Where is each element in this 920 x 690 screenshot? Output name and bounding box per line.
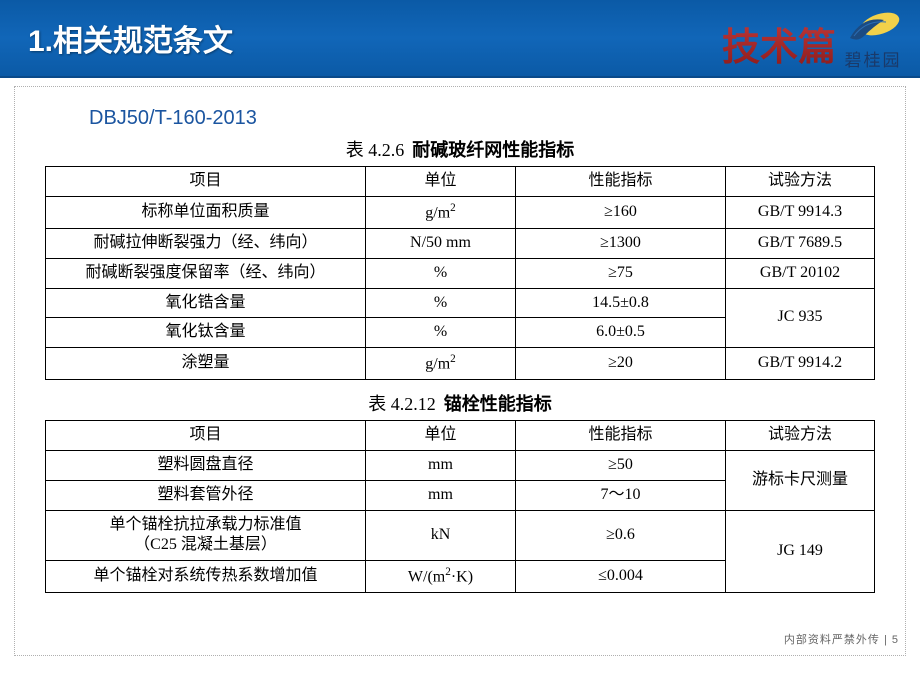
- table-row: 标称单位面积质量 g/m2 ≥160 GB/T 9914.3: [46, 196, 875, 228]
- cell-method: GB/T 9914.3: [726, 196, 875, 228]
- cell-item: 涂塑量: [46, 348, 366, 380]
- col-method: 试验方法: [726, 421, 875, 451]
- col-item: 项目: [46, 167, 366, 197]
- table-row: 耐碱拉伸断裂强力（经、纬向） N/50 mm ≥1300 GB/T 7689.5: [46, 228, 875, 258]
- table-row: 氧化锆含量 % 14.5±0.8 JC 935: [46, 288, 875, 318]
- cell-method-merged: JC 935: [726, 288, 875, 348]
- cell-method: GB/T 7689.5: [726, 228, 875, 258]
- cell-item: 单个锚栓对系统传热系数增加值: [46, 561, 366, 593]
- cell-unit: W/(m2·K): [366, 561, 516, 593]
- table2-title: 表 4.2.12 锚栓性能指标: [45, 390, 875, 416]
- table-row: 涂塑量 g/m2 ≥20 GB/T 9914.2: [46, 348, 875, 380]
- document-reference: DBJ50/T-160-2013: [89, 107, 875, 130]
- cell-item: 标称单位面积质量: [46, 196, 366, 228]
- cell-spec: ≥50: [516, 451, 726, 481]
- col-unit: 单位: [366, 167, 516, 197]
- cell-item: 耐碱拉伸断裂强力（经、纬向）: [46, 228, 366, 258]
- table2-title-txt: 锚栓性能指标: [444, 394, 552, 414]
- cell-item: 塑料圆盘直径: [46, 451, 366, 481]
- logo: 碧桂园: [844, 8, 902, 71]
- cell-item: 耐碱断裂强度保留率（经、纬向）: [46, 258, 366, 288]
- table1-title-num: 表 4.2.6: [346, 140, 405, 160]
- cell-unit: mm: [366, 451, 516, 481]
- table-row: 耐碱断裂强度保留率（经、纬向） % ≥75 GB/T 20102: [46, 258, 875, 288]
- table-anchor-bolt: 项目 单位 性能指标 试验方法 塑料圆盘直径 mm ≥50 游标卡尺测量 塑料套…: [45, 420, 875, 593]
- table-glass-fiber-mesh: 项目 单位 性能指标 试验方法 标称单位面积质量 g/m2 ≥160 GB/T …: [45, 166, 875, 380]
- cell-unit: mm: [366, 480, 516, 510]
- cell-spec: ≥1300: [516, 228, 726, 258]
- table-row: 塑料圆盘直径 mm ≥50 游标卡尺测量: [46, 451, 875, 481]
- slide-title: 1.相关规范条文: [28, 16, 233, 60]
- table-row: 单个锚栓抗拉承载力标准值（C25 混凝土基层） kN ≥0.6 JG 149: [46, 510, 875, 561]
- col-spec: 性能指标: [516, 167, 726, 197]
- table1-title-txt: 耐碱玻纤网性能指标: [412, 140, 574, 160]
- cell-unit: kN: [366, 510, 516, 561]
- cell-unit: %: [366, 318, 516, 348]
- cell-method: GB/T 20102: [726, 258, 875, 288]
- content-area: DBJ50/T-160-2013 表 4.2.6 耐碱玻纤网性能指标 项目 单位 …: [14, 86, 906, 656]
- table-header-row: 项目 单位 性能指标 试验方法: [46, 167, 875, 197]
- cell-spec: ≥20: [516, 348, 726, 380]
- col-method: 试验方法: [726, 167, 875, 197]
- cell-method-merged: JG 149: [726, 510, 875, 593]
- table2-title-num: 表 4.2.12: [368, 394, 436, 414]
- brand-label: 技术篇: [722, 16, 836, 71]
- logo-caption: 碧桂园: [845, 46, 902, 71]
- cell-spec: ≥160: [516, 196, 726, 228]
- phoenix-icon: [844, 8, 902, 48]
- cell-spec: 6.0±0.5: [516, 318, 726, 348]
- table1-title: 表 4.2.6 耐碱玻纤网性能指标: [45, 136, 875, 162]
- cell-item: 塑料套管外径: [46, 480, 366, 510]
- cell-unit: %: [366, 258, 516, 288]
- slide-header: 1.相关规范条文 技术篇 碧桂园: [0, 0, 920, 78]
- cell-spec: ≤0.004: [516, 561, 726, 593]
- cell-unit: %: [366, 288, 516, 318]
- cell-spec: ≥75: [516, 258, 726, 288]
- col-item: 项目: [46, 421, 366, 451]
- header-right-group: 技术篇 碧桂园: [722, 8, 902, 71]
- cell-item: 单个锚栓抗拉承载力标准值（C25 混凝土基层）: [46, 510, 366, 561]
- cell-method-merged: 游标卡尺测量: [726, 451, 875, 511]
- cell-unit: g/m2: [366, 348, 516, 380]
- cell-unit: g/m2: [366, 196, 516, 228]
- cell-spec: ≥0.6: [516, 510, 726, 561]
- cell-spec: 14.5±0.8: [516, 288, 726, 318]
- cell-method: GB/T 9914.2: [726, 348, 875, 380]
- col-spec: 性能指标: [516, 421, 726, 451]
- footer-confidential: 内部资料严禁外传 | 5: [784, 631, 899, 647]
- cell-item: 氧化锆含量: [46, 288, 366, 318]
- cell-spec: 7～10: [516, 480, 726, 510]
- cell-item: 氧化钛含量: [46, 318, 366, 348]
- col-unit: 单位: [366, 421, 516, 451]
- table-header-row: 项目 单位 性能指标 试验方法: [46, 421, 875, 451]
- cell-unit: N/50 mm: [366, 228, 516, 258]
